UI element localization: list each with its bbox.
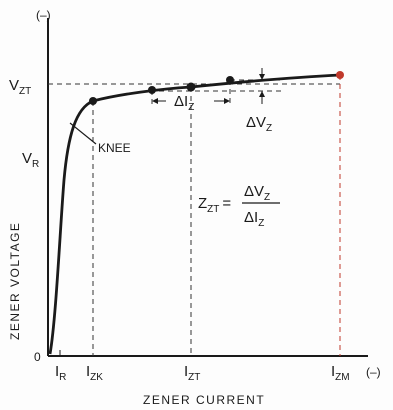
vzt-label: VZT bbox=[9, 77, 31, 97]
delta-v-arrowhead-bottom bbox=[259, 91, 265, 97]
y-axis-title: ZENER VOLTAGE bbox=[8, 222, 22, 340]
ir-label: IR bbox=[55, 363, 66, 383]
delta-vz-label: ΔVZ bbox=[246, 114, 272, 134]
izm-label: IZM bbox=[331, 363, 350, 383]
izk-point bbox=[89, 97, 97, 105]
delta-iz-label: ΔIZ bbox=[174, 93, 194, 113]
x-axis-title: ZENER CURRENT bbox=[143, 393, 265, 407]
izt-point bbox=[186, 82, 196, 92]
delta-start-point bbox=[148, 86, 156, 94]
delta-end-point bbox=[226, 76, 234, 84]
formula-lhs: ZZT = bbox=[198, 195, 231, 215]
formula-denominator: ΔIZ bbox=[244, 209, 264, 229]
x-unit-marker: (–) bbox=[366, 365, 381, 379]
y-unit-marker: (–) bbox=[36, 8, 51, 22]
knee-label: KNEE bbox=[98, 141, 131, 155]
delta-i-arrowhead-right bbox=[224, 98, 230, 104]
delta-v-arrowhead-top bbox=[259, 74, 265, 80]
knee-pointer bbox=[69, 122, 97, 145]
vr-label: VR bbox=[22, 150, 39, 170]
formula-numerator: ΔVZ bbox=[244, 183, 270, 203]
impedance-formula: ZZT = ΔVZ ΔIZ bbox=[198, 183, 280, 229]
izk-label: IZK bbox=[86, 363, 103, 383]
izt-label: IZT bbox=[184, 363, 200, 383]
delta-i-arrowhead-left bbox=[152, 98, 158, 104]
origin-label: 0 bbox=[34, 350, 41, 364]
izm-point bbox=[336, 71, 344, 79]
